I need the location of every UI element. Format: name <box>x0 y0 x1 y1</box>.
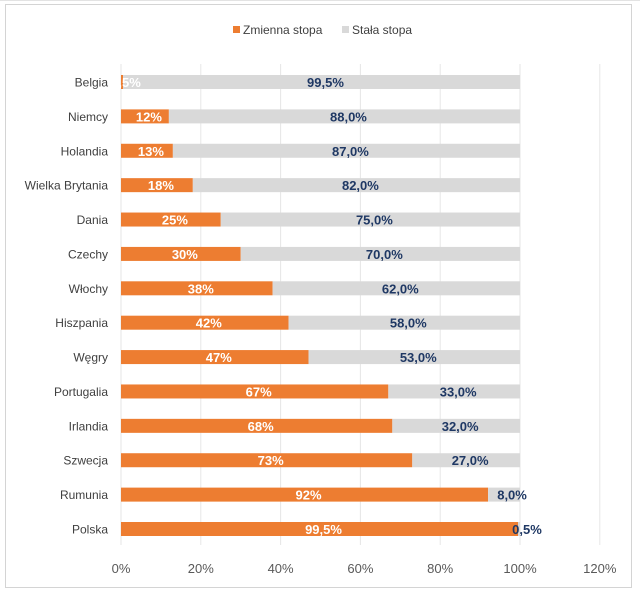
x-tick-label: 120% <box>583 561 617 576</box>
data-label: 53,0% <box>400 350 437 365</box>
data-label: 42% <box>196 316 222 331</box>
bar-segment <box>192 178 520 193</box>
legend-label: Zmienna stopa <box>243 23 323 37</box>
data-label: 58,0% <box>390 316 427 331</box>
data-label: 67% <box>246 384 272 399</box>
bar-segment <box>168 109 520 124</box>
category-label: Belgia <box>75 76 109 90</box>
bar-segment <box>121 178 193 193</box>
bar-segment <box>272 281 520 296</box>
data-label: 0,5% <box>512 522 542 537</box>
bar-segment <box>220 212 520 227</box>
data-label: 70,0% <box>366 247 403 262</box>
data-label: 25% <box>162 213 188 228</box>
bar-segment <box>122 75 521 89</box>
data-label: 73% <box>258 453 284 468</box>
bar-segment <box>308 350 520 365</box>
category-label: Holandia <box>61 144 109 158</box>
data-label: 12% <box>136 109 162 124</box>
data-label: 30% <box>172 247 198 262</box>
x-tick-label: 20% <box>188 561 214 576</box>
bar-segment <box>121 418 393 433</box>
data-label: 99,5% <box>305 522 342 537</box>
data-label: 92% <box>296 488 322 503</box>
legend-swatch <box>342 26 349 33</box>
bar-segment <box>488 487 520 502</box>
bar-segment <box>412 453 520 468</box>
bar-segment <box>121 453 413 468</box>
x-tick-label: 60% <box>347 561 373 576</box>
bar-segment <box>388 384 520 399</box>
category-label: Polska <box>72 523 108 537</box>
bar-segment <box>121 281 273 296</box>
bar-segment <box>121 246 241 261</box>
category-label: Szwecja <box>63 454 108 468</box>
category-label: Portugalia <box>54 385 108 399</box>
data-label: 0,5% <box>111 75 141 90</box>
data-label: 27,0% <box>452 453 489 468</box>
bar-segment <box>121 315 289 330</box>
bar-segment <box>288 315 520 330</box>
data-label: 13% <box>138 144 164 159</box>
bar-segment <box>121 109 169 124</box>
data-label: 8,0% <box>497 488 527 503</box>
x-tick-label: 0% <box>112 561 131 576</box>
bar-segment <box>172 143 520 158</box>
category-label: Rumunia <box>60 488 108 502</box>
x-tick-label: 40% <box>268 561 294 576</box>
bar-segment <box>121 143 173 158</box>
data-label: 88,0% <box>330 109 367 124</box>
category-label: Hiszpania <box>55 316 108 330</box>
bar-segment <box>518 522 520 536</box>
category-label: Dania <box>77 213 109 227</box>
data-label: 68% <box>248 419 274 434</box>
bar-segment <box>240 246 520 261</box>
data-label: 87,0% <box>332 144 369 159</box>
bar-segment <box>121 75 123 89</box>
data-label: 47% <box>206 350 232 365</box>
bar-segment <box>121 384 389 399</box>
bar-segment <box>121 350 309 365</box>
data-label: 82,0% <box>342 178 379 193</box>
category-label: Wielka Brytania <box>25 179 109 193</box>
data-label: 32,0% <box>442 419 479 434</box>
category-label: Niemcy <box>68 110 108 124</box>
data-label: 38% <box>188 281 214 296</box>
data-label: 18% <box>148 178 174 193</box>
legend-label: Stała stopa <box>352 23 412 37</box>
bar-segment <box>121 522 519 536</box>
legend-swatch <box>233 26 240 33</box>
data-label: 33,0% <box>440 384 477 399</box>
bar-segment <box>121 487 489 502</box>
category-label: Węgry <box>73 351 108 365</box>
bar-segment <box>392 418 520 433</box>
data-label: 75,0% <box>356 213 393 228</box>
data-label: 62,0% <box>382 281 419 296</box>
x-tick-label: 80% <box>427 561 453 576</box>
category-label: Włochy <box>69 282 108 296</box>
sheet-gridline <box>0 0 640 1</box>
data-label: 99,5% <box>307 75 344 90</box>
category-label: Irlandia <box>69 419 109 433</box>
category-label: Czechy <box>68 247 108 261</box>
x-tick-label: 100% <box>503 561 537 576</box>
bar-segment <box>121 212 221 227</box>
